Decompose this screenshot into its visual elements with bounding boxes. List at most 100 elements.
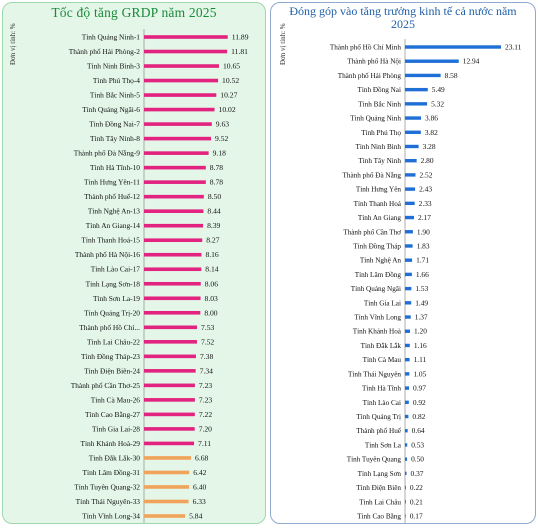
bar [405, 45, 501, 49]
category-label: Tỉnh Vĩnh Long [354, 314, 401, 322]
value-label: 10.02 [219, 105, 236, 114]
category-label: Tỉnh Sơn La [365, 441, 402, 449]
value-label: 1.49 [415, 298, 428, 307]
category-label: Tỉnh Ninh Bình [355, 143, 401, 151]
bar [144, 107, 215, 112]
bar [144, 456, 192, 460]
value-label: 5.49 [432, 85, 445, 94]
bar [405, 130, 421, 134]
category-label: Tỉnh Sơn La-19 [93, 294, 140, 303]
category-label: Tỉnh Điện Biên [356, 484, 401, 492]
value-label: 0.21 [410, 497, 423, 506]
grdp-growth-title: Tốc độ tăng GRDP năm 2025 [51, 5, 217, 20]
category-label: Tỉnh Lào Cai [363, 399, 401, 407]
bar [405, 372, 410, 376]
value-label: 8.39 [207, 221, 220, 230]
category-label: Thành phố Hải Phòng-2 [69, 47, 141, 56]
category-label: Tỉnh Thái Nguyên-33 [76, 497, 141, 506]
value-label: 0.22 [410, 483, 423, 492]
bar [144, 194, 204, 199]
category-label: Tỉnh Gia Lai [364, 299, 401, 307]
value-label: 1.05 [413, 369, 426, 378]
bar [144, 281, 201, 286]
category-label: Tỉnh Quảng Trị [356, 413, 401, 421]
value-label: 2.52 [419, 170, 432, 179]
category-label: Tỉnh Thái Nguyên [348, 370, 401, 378]
value-label: 1.90 [417, 227, 430, 236]
category-label: Tỉnh Phú Thọ-4 [93, 76, 140, 85]
bar [405, 73, 441, 78]
value-label: 3.82 [425, 128, 438, 137]
category-label: Tỉnh Hà Tĩnh-10 [90, 163, 140, 172]
value-label: 1.53 [415, 284, 428, 293]
value-label: 8.03 [205, 294, 218, 303]
value-label: 8.58 [445, 71, 458, 80]
category-label: Tỉnh Đắk Lắk-30 [89, 453, 141, 462]
value-label: 8.00 [204, 308, 217, 317]
category-label: Tỉnh Cao Bằng-27 [85, 410, 140, 419]
value-label: 5.32 [431, 99, 444, 108]
value-label: 8.16 [205, 250, 218, 259]
value-label: 12.94 [463, 57, 480, 66]
bar [144, 252, 202, 257]
bar [405, 286, 412, 291]
bar [405, 187, 416, 191]
value-label: 3.28 [423, 142, 436, 151]
category-label: Tỉnh Khánh Hoà [353, 328, 402, 336]
bar [144, 267, 202, 272]
category-label: Tỉnh Cà Mau-26 [91, 395, 141, 404]
bar [144, 35, 228, 39]
bar [144, 93, 217, 97]
bar [405, 215, 415, 220]
contribution-panel: Đóng góp vào tăng trưởng kinh tế cả nước… [270, 2, 536, 524]
category-label: Thành phố Cần Thơ-25 [71, 381, 141, 390]
category-label: Tỉnh Quảng Ngãi [351, 285, 401, 293]
value-label: 7.23 [199, 381, 212, 390]
bar [144, 136, 212, 141]
value-label: 10.27 [220, 91, 237, 100]
bar [405, 301, 412, 305]
category-label: Tỉnh Tuyên Quang [347, 456, 402, 464]
category-label: Tỉnh Cao Bằng [357, 513, 401, 521]
category-label: Tỉnh Đồng Tháp-23 [81, 352, 140, 361]
value-label: 0.37 [411, 469, 424, 478]
bar [405, 429, 408, 433]
category-label: Tỉnh Tuyên Quang-32 [74, 482, 140, 491]
value-label: 8.14 [205, 265, 218, 274]
value-label: 5.84 [189, 512, 202, 521]
grdp-growth-panel: Tốc độ tăng GRDP năm 2025 Đơn vị tính: %… [2, 2, 266, 524]
category-label: Tỉnh Lạng Sơn-18 [86, 279, 141, 288]
bar [405, 244, 413, 248]
value-label: 2.17 [418, 213, 431, 222]
bar [405, 201, 415, 206]
bar [144, 470, 190, 475]
bar [405, 230, 413, 234]
category-label: Tỉnh Vĩnh Long-34 [82, 512, 140, 521]
bar [144, 165, 206, 170]
category-label: Tỉnh Tây Ninh-8 [90, 134, 140, 143]
value-label: 0.64 [412, 426, 425, 435]
value-label: 7.38 [200, 352, 213, 361]
bar [144, 325, 198, 330]
value-label: 8.50 [208, 192, 221, 201]
value-label: 1.37 [415, 313, 428, 322]
category-label: Tỉnh An Giang [358, 214, 402, 222]
value-label: 6.33 [193, 497, 206, 506]
contribution-chart: Thành phố Hồ Chí Minh 23.11 Thành phố Hà N… [330, 39, 522, 523]
value-label: 7.52 [201, 337, 214, 346]
value-label: 0.17 [410, 512, 423, 521]
value-label: 7.23 [199, 395, 212, 404]
bar [144, 485, 190, 489]
grdp-growth-chart: Tỉnh Quảng Ninh-1 11.89 Thành phố Hải Phòn… [69, 29, 249, 523]
bar [405, 457, 408, 461]
bar [405, 87, 428, 92]
bar [405, 258, 413, 262]
value-label: 8.06 [205, 279, 218, 288]
value-label: 9.63 [216, 120, 229, 129]
category-label: Tỉnh Lạng Sơn [358, 470, 402, 478]
category-label: Tỉnh Hưng Yên-11 [84, 178, 140, 187]
category-label: Tỉnh Quảng Ninh-1 [82, 33, 141, 42]
value-label: 23.11 [505, 43, 522, 52]
value-label: 8.44 [207, 207, 220, 216]
bar [405, 59, 459, 63]
